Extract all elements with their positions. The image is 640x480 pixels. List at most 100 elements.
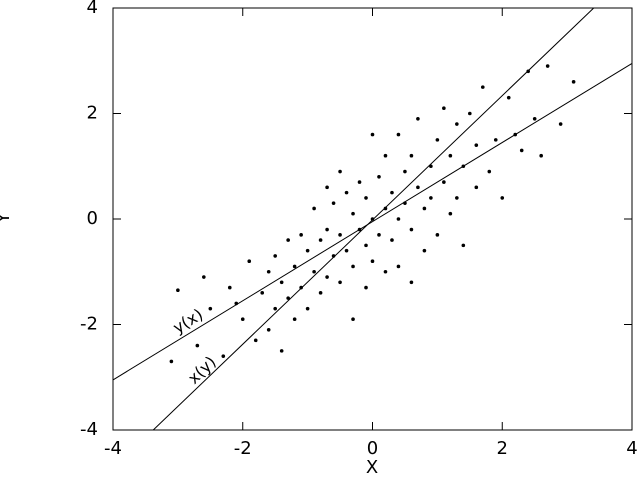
point <box>325 275 329 279</box>
point <box>403 169 407 174</box>
point <box>416 116 420 121</box>
x-tick-label: 2 <box>497 438 508 459</box>
point <box>480 85 485 89</box>
x-tick-label: -2 <box>234 438 252 459</box>
point <box>383 153 388 158</box>
point <box>351 317 355 322</box>
point <box>455 196 459 200</box>
point <box>266 327 271 332</box>
point <box>487 169 492 174</box>
point <box>435 138 440 142</box>
x-tick-label: 0 <box>367 438 378 459</box>
y-tick-label: 0 <box>87 208 98 229</box>
point <box>409 153 414 158</box>
point <box>338 169 342 174</box>
point <box>344 190 349 195</box>
point <box>338 233 342 237</box>
y-tick-label: 2 <box>87 103 98 124</box>
point <box>247 259 252 264</box>
fit-line <box>112 62 633 381</box>
point <box>357 180 362 184</box>
point <box>286 296 290 300</box>
point <box>318 291 323 295</box>
point <box>539 153 543 158</box>
point <box>279 349 284 353</box>
point <box>409 280 414 285</box>
point <box>455 122 459 126</box>
point <box>169 359 174 364</box>
point <box>519 148 524 153</box>
point <box>208 306 213 311</box>
point <box>370 217 375 221</box>
point <box>260 291 265 295</box>
point <box>377 233 381 237</box>
point <box>396 132 401 137</box>
point <box>448 211 453 216</box>
point <box>370 259 375 264</box>
point <box>383 206 388 211</box>
point <box>351 211 355 216</box>
point <box>377 175 381 179</box>
point <box>506 95 511 100</box>
point <box>409 227 414 232</box>
point <box>396 217 401 221</box>
point <box>325 227 329 232</box>
point <box>416 185 420 190</box>
point <box>273 254 277 258</box>
point <box>273 306 277 311</box>
point <box>422 248 427 253</box>
point <box>435 233 440 237</box>
point <box>532 116 537 121</box>
point <box>318 238 323 242</box>
point <box>240 317 245 322</box>
point <box>364 243 368 248</box>
y-tick-label: 4 <box>87 0 98 18</box>
point <box>448 153 453 158</box>
point <box>292 264 297 269</box>
point <box>545 64 550 68</box>
point <box>442 180 446 184</box>
y-tick-label: -2 <box>80 314 98 335</box>
point <box>461 243 466 248</box>
point <box>383 269 388 274</box>
point <box>279 280 284 285</box>
point <box>429 196 433 200</box>
point <box>305 248 310 253</box>
x-axis-label: X <box>366 457 378 478</box>
point <box>364 196 368 200</box>
point <box>364 285 368 290</box>
point <box>299 233 303 237</box>
point <box>325 185 329 190</box>
point <box>370 132 375 137</box>
point <box>227 285 232 290</box>
point <box>571 80 576 84</box>
point <box>474 143 479 147</box>
point <box>351 264 355 269</box>
y-tick-label: -4 <box>80 419 98 440</box>
point <box>266 269 271 274</box>
point <box>338 280 342 285</box>
point <box>500 196 505 200</box>
fit-line <box>152 7 595 431</box>
point <box>442 106 446 111</box>
point <box>195 343 200 348</box>
point <box>176 288 180 293</box>
line-label: x(y) <box>184 352 220 387</box>
point <box>468 111 472 116</box>
y-axis-label: Y <box>0 212 14 225</box>
line-label: y(x) <box>170 305 207 338</box>
point <box>331 201 336 205</box>
point <box>292 317 297 322</box>
point <box>396 264 401 269</box>
point <box>312 269 316 274</box>
point <box>558 122 563 126</box>
point <box>344 248 349 253</box>
point <box>493 138 498 142</box>
point <box>390 190 394 195</box>
point <box>312 206 316 211</box>
point <box>474 185 479 190</box>
x-tick-label: 4 <box>626 438 637 459</box>
point <box>221 354 226 358</box>
point <box>390 238 394 242</box>
x-tick-label: -4 <box>104 438 122 459</box>
